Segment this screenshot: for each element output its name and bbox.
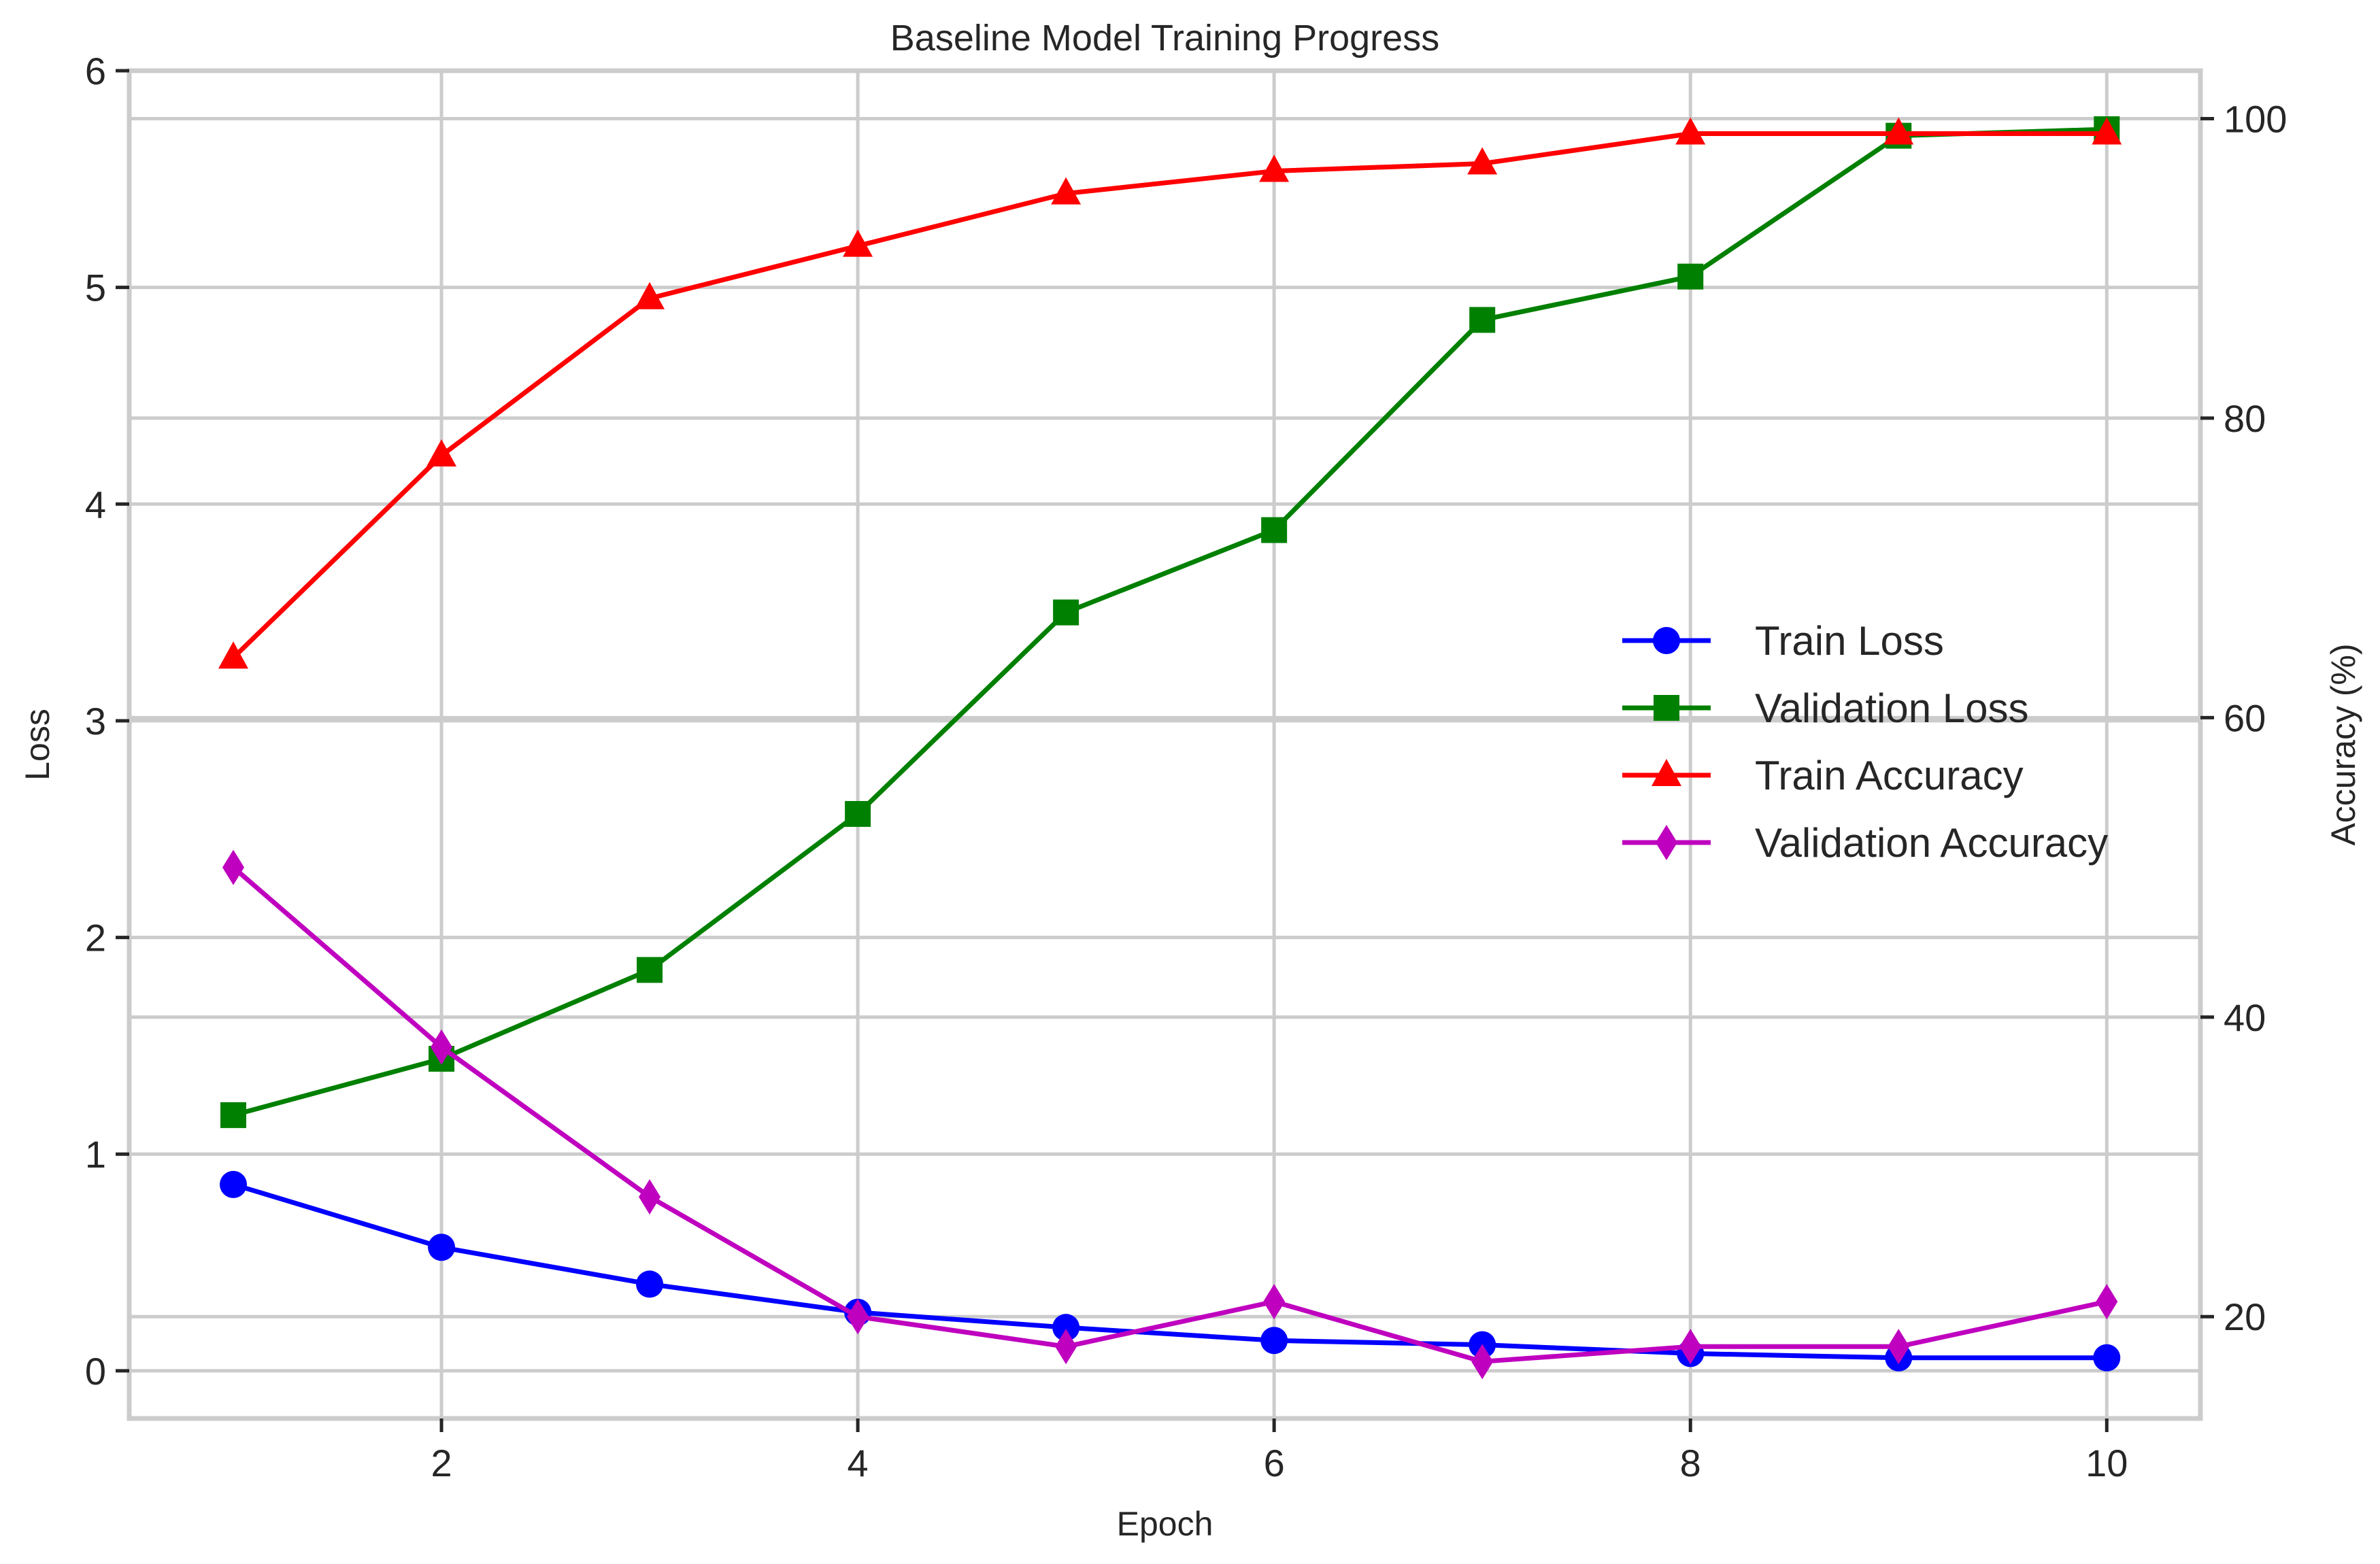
validation-accuracy-line — [231, 865, 2108, 1364]
y2-tick-label: 100 — [2224, 97, 2287, 140]
series-layer — [218, 116, 2122, 1380]
validation-loss-point — [637, 957, 663, 983]
x-axis-label: Epoch — [1117, 1505, 1213, 1543]
validation-loss-line — [233, 126, 2107, 1118]
train-loss-point — [636, 1270, 664, 1298]
train-accuracy-point — [218, 641, 249, 669]
validation-loss-point — [1261, 517, 1288, 543]
y-tick-label: 3 — [85, 700, 106, 743]
legend-swatch-marker — [1656, 825, 1677, 860]
train-loss-point — [220, 1170, 248, 1198]
validation-loss-point — [1053, 599, 1079, 626]
legend-label: Train Loss — [1755, 618, 1944, 664]
legend-label: Validation Accuracy — [1755, 820, 2108, 866]
validation-accuracy-point — [847, 1299, 869, 1335]
legend-item-validation-accuracy: Validation Accuracy — [1622, 820, 2108, 866]
train-accuracy-point — [426, 439, 457, 466]
y-tick-label: 2 — [85, 917, 106, 959]
x-tick-label: 8 — [1680, 1442, 1701, 1484]
x-tick-label: 10 — [2085, 1442, 2128, 1484]
x-tick-label: 2 — [431, 1442, 452, 1484]
train-accuracy-point — [1259, 154, 1290, 182]
validation-loss-point — [1469, 307, 1496, 333]
left-axis-grid — [129, 69, 2200, 1418]
train-loss-point — [428, 1234, 456, 1261]
y-tick-label: 6 — [85, 50, 106, 92]
y-axis-label: Loss — [18, 709, 56, 781]
validation-loss-point — [845, 800, 871, 827]
chart-title: Baseline Model Training Progress — [890, 18, 1439, 58]
validation-loss-point — [220, 1102, 247, 1128]
train-accuracy-point — [635, 282, 665, 309]
y-tick-label: 1 — [85, 1133, 106, 1176]
plot-frame — [127, 68, 2203, 1421]
validation-accuracy-point — [1263, 1284, 1286, 1320]
legend-label: Validation Loss — [1755, 685, 2028, 731]
train-accuracy-line — [231, 131, 2107, 660]
series-train-accuracy — [218, 117, 2122, 669]
y-tick-label: 4 — [85, 483, 106, 526]
validation-accuracy-point — [1888, 1329, 1910, 1365]
legend-swatch-marker — [1654, 695, 1679, 721]
series-train-loss — [220, 1170, 2121, 1372]
validation-accuracy-point — [431, 1029, 453, 1065]
train-loss-point — [1260, 1327, 1288, 1355]
y2-tick-label: 60 — [2224, 696, 2266, 739]
train-accuracy-point — [843, 229, 873, 257]
train-accuracy-point — [1051, 177, 1082, 205]
y2-tick-label: 80 — [2224, 397, 2266, 440]
y2-tick-label: 40 — [2224, 996, 2266, 1039]
legend-label: Train Accuracy — [1755, 753, 2024, 798]
y2-tick-label: 20 — [2224, 1295, 2266, 1338]
x-tick-label: 4 — [848, 1442, 869, 1484]
y-tick-label: 5 — [85, 267, 106, 309]
validation-accuracy-point — [1055, 1329, 1077, 1365]
train-loss-line — [233, 1182, 2107, 1361]
validation-accuracy-point — [1679, 1329, 1702, 1365]
legend-item-train-accuracy: Train Accuracy — [1622, 753, 2024, 798]
validation-accuracy-point — [222, 849, 245, 885]
legend-item-validation-loss: Validation Loss — [1622, 685, 2028, 731]
validation-loss-point — [1677, 263, 1704, 290]
train-accuracy-point — [1883, 117, 1914, 145]
legend-swatch-marker — [1652, 759, 1681, 786]
legend-swatch-marker — [1653, 627, 1680, 654]
train-accuracy-point — [2092, 117, 2122, 145]
series-validation-accuracy — [222, 849, 2118, 1380]
train-accuracy-point — [1675, 117, 1706, 145]
y2-axis-label: Accuracy (%) — [2324, 643, 2362, 845]
validation-accuracy-point — [639, 1179, 661, 1215]
right-axis-grid — [129, 116, 2200, 1319]
x-tick-label: 6 — [1264, 1442, 1285, 1484]
train-accuracy-point — [1467, 147, 1498, 175]
legend-item-train-loss: Train Loss — [1622, 618, 1944, 664]
legend: Train Loss Validation Loss Train Accuracy V… — [1622, 618, 2108, 866]
y-tick-label: 0 — [85, 1350, 106, 1393]
validation-accuracy-point — [1471, 1344, 1494, 1380]
train-loss-point — [2093, 1344, 2121, 1372]
train-loss-point — [1052, 1314, 1080, 1342]
validation-accuracy-point — [2096, 1284, 2118, 1320]
